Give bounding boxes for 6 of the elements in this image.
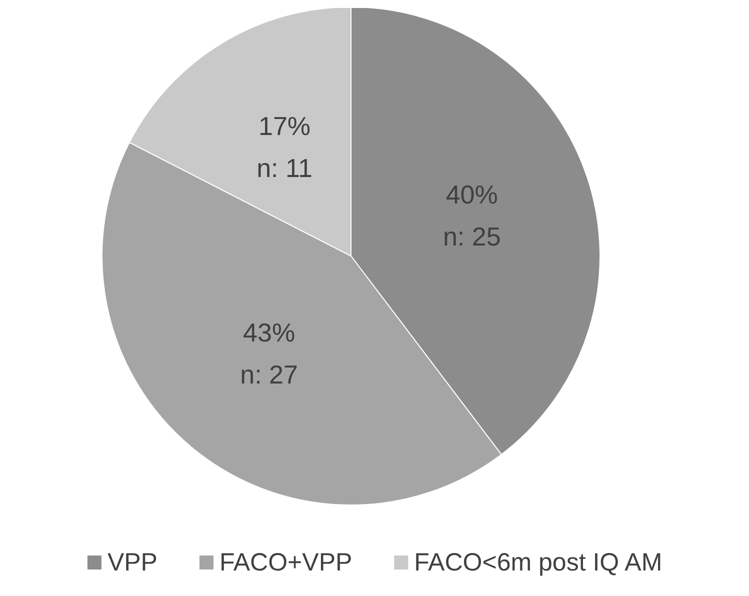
- legend-label: VPP: [107, 548, 158, 576]
- legend-label: FACO+VPP: [219, 548, 352, 576]
- data-label: 40% n: 25: [442, 179, 501, 252]
- data-label: 17% n: 11: [256, 111, 312, 184]
- data-label: 43% n: 27: [240, 318, 298, 390]
- legend-label: FACO<6m post IQ AM: [414, 548, 662, 576]
